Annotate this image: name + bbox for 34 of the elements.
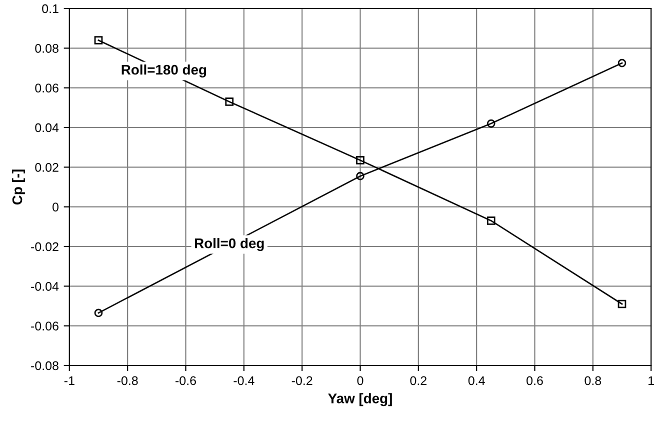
x-tick-label: -1: [64, 376, 74, 385]
x-tick-label: 0.2: [410, 376, 426, 386]
point: [94, 36, 103, 44]
y-tick-label: -0.08: [31, 361, 58, 370]
x-tick-label: -0.8: [117, 376, 138, 386]
series-label: Roll=0 deg: [194, 238, 264, 252]
point: [356, 172, 364, 180]
x-tick-label: 0.6: [526, 376, 543, 386]
series-label: Roll=180 deg: [122, 64, 206, 78]
x-tick-label: -0.2: [292, 376, 312, 386]
x-tick-label: 0: [357, 376, 364, 386]
x-tick-label: -0.6: [176, 376, 196, 386]
x-axis-title: Yaw [deg]: [328, 393, 392, 406]
y-tick-label: -0.04: [31, 282, 59, 291]
point: [225, 98, 234, 106]
y-tick-label: -0.06: [31, 322, 58, 330]
y-tick-label: -0.02: [31, 242, 58, 252]
point: [356, 156, 364, 164]
y-tick-label: 0: [52, 202, 58, 212]
y-axis-title: Cp [-]: [12, 170, 25, 205]
point: [486, 216, 496, 225]
x-tick-label: -0.4: [234, 376, 254, 386]
y-tick-label: 0.06: [35, 84, 58, 92]
y-tick-label: 0.1: [42, 4, 58, 14]
point: [94, 308, 103, 318]
y-tick-label: 0.04: [35, 123, 59, 132]
x-tick-label: 0.4: [468, 376, 485, 386]
y-tick-label: 0.02: [35, 162, 58, 172]
point: [618, 58, 626, 68]
x-tick-label: 0.8: [584, 376, 602, 386]
point: [618, 300, 626, 308]
y-tick-label: 0.08: [35, 44, 58, 53]
point: [486, 119, 496, 128]
x-tick-label: 1: [648, 376, 654, 385]
